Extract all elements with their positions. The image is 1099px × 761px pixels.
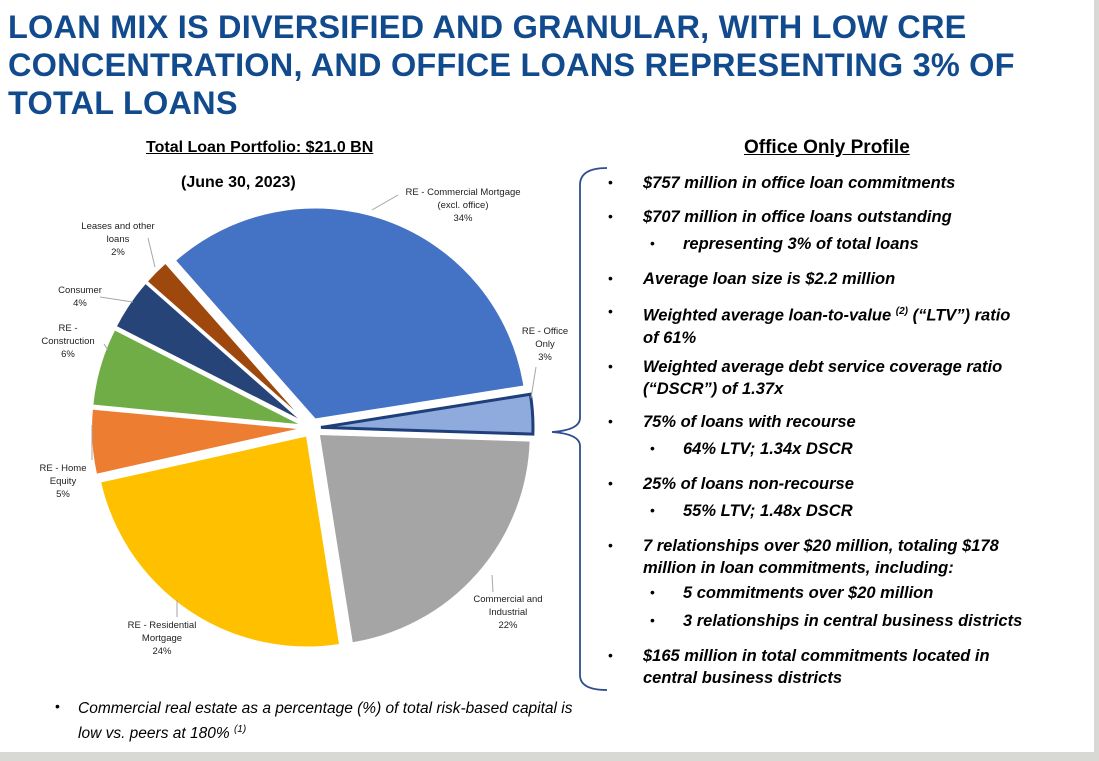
pie-slice-home-equity xyxy=(90,407,304,477)
sub-bullet-text: 64% LTV; 1.34x DSCR xyxy=(683,440,853,458)
footnote-text: Commercial real estate as a percentage (… xyxy=(78,700,573,743)
bullet-text: $707 million in office loans outstanding xyxy=(643,208,952,226)
slide-title: LOAN MIX IS DIVERSIFIED AND GRANULAR, WI… xyxy=(8,9,1015,121)
bullet: • xyxy=(608,413,613,429)
pie-slice-office xyxy=(320,392,535,436)
office-profile-title: Office Only Profile xyxy=(744,137,910,158)
bullet-text: 75% of loans with recourse xyxy=(643,413,856,431)
leader-line xyxy=(371,194,399,211)
pie-slice-leases xyxy=(145,261,307,423)
bullet-text: 25% of loans non-recourse xyxy=(643,475,854,493)
bullet-text: Average loan size is $2.2 million xyxy=(643,270,896,288)
chart-subtitle: (June 30, 2023) xyxy=(181,174,296,191)
label-ci: Commercial and Industrial 22% xyxy=(473,594,543,631)
label-leases: Leases and other loans 2% xyxy=(81,221,155,258)
leader-line xyxy=(99,296,134,303)
bullet: • xyxy=(608,208,613,224)
label-construction: RE - Construction 6% xyxy=(41,323,95,360)
sub-bullet-text: 5 commitments over $20 million xyxy=(683,584,934,602)
label-residential: RE - Residential Mortgage 24% xyxy=(127,620,197,657)
leader-line xyxy=(147,237,156,268)
leader-line xyxy=(530,366,537,399)
sub-bullet: • xyxy=(650,612,655,628)
pie-slice-residential xyxy=(98,434,342,649)
right-edge xyxy=(1094,0,1099,761)
sub-bullet: • xyxy=(650,584,655,600)
bullet: • xyxy=(608,475,613,491)
label-home-equity: RE - Home Equity 5% xyxy=(39,463,87,500)
bullet: • xyxy=(608,303,613,319)
sub-bullet: • xyxy=(650,502,655,518)
bottom-strip xyxy=(0,752,1099,761)
bullet-text: $165 million in total commitments locate… xyxy=(643,647,990,687)
bullet: • xyxy=(608,174,613,190)
pie-slice-consumer xyxy=(114,281,306,424)
bullet-text: 7 relationships over $20 million, totali… xyxy=(643,537,999,577)
leader-line xyxy=(491,574,494,593)
pie-slice-construction xyxy=(91,327,304,427)
bullet: • xyxy=(608,647,613,663)
brace-connector xyxy=(551,167,608,691)
label-office: RE - Office Only 3% xyxy=(521,326,569,363)
sub-bullet: • xyxy=(650,440,655,456)
bullet-text: Weighted average debt service coverage r… xyxy=(643,358,1003,398)
bullet-text: $757 million in office loan commitments xyxy=(643,174,956,192)
bullet: • xyxy=(608,537,613,553)
sub-bullet-text: 3 relationships in central business dist… xyxy=(683,612,1023,630)
leader-line xyxy=(103,343,109,351)
note-bullet: • xyxy=(55,698,60,714)
pie-slice-ci xyxy=(317,432,532,645)
pie-slice-commercial-mortgage xyxy=(173,206,526,421)
bullet: • xyxy=(608,358,613,374)
label-consumer: Consumer 4% xyxy=(58,285,102,309)
sub-bullet-text: representing 3% of total loans xyxy=(683,235,919,253)
bullet: • xyxy=(608,270,613,286)
chart-title: Total Loan Portfolio: $21.0 BN xyxy=(146,139,374,156)
bullet-text: Weighted average loan-to-value (2) (“LTV… xyxy=(643,306,1011,347)
sub-bullet-text: 55% LTV; 1.48x DSCR xyxy=(683,502,853,520)
sub-bullet: • xyxy=(650,235,655,251)
label-commercial-mortgage: RE - Commercial Mortgage (excl. office) 3… xyxy=(405,187,521,224)
